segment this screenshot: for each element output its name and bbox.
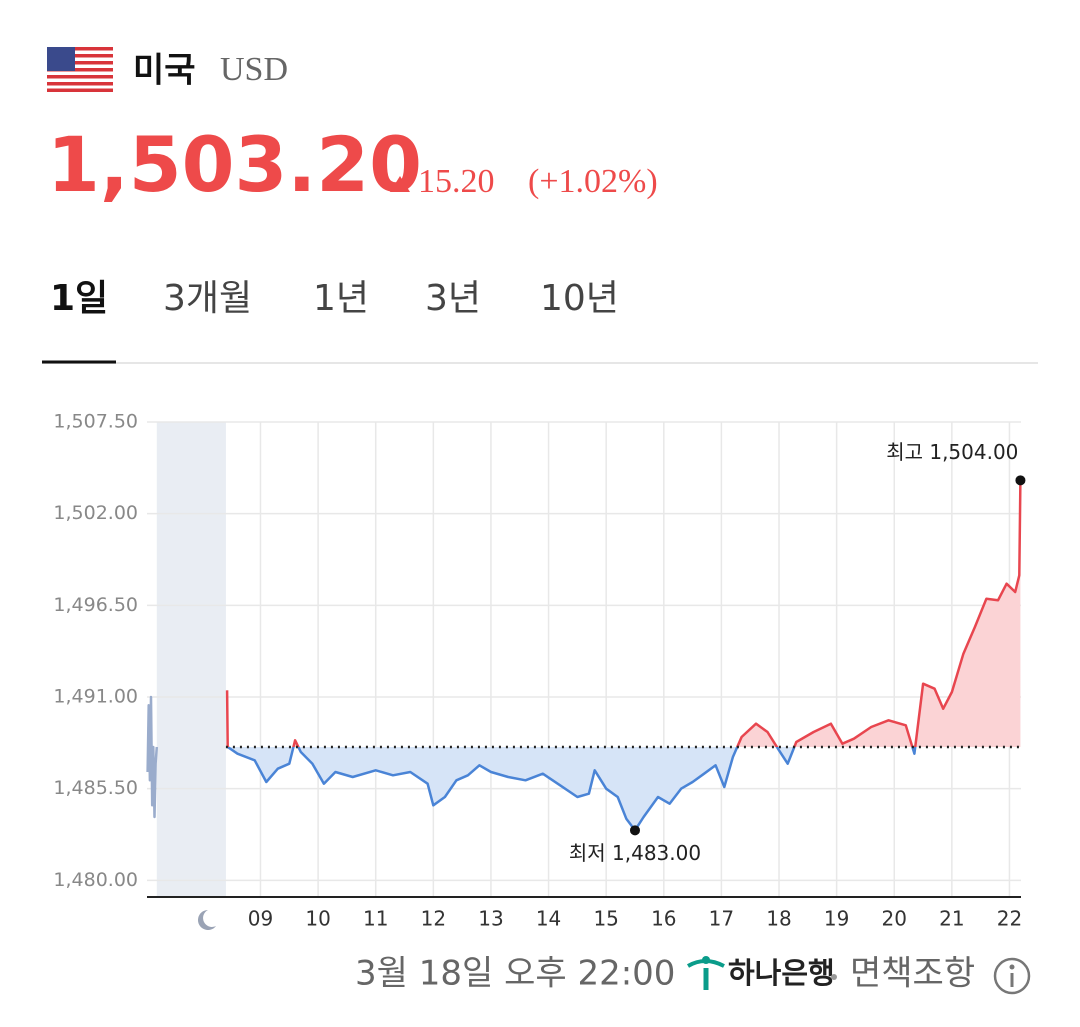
flag-icon [47,47,113,92]
tab[interactable]: 3개월 [163,278,252,319]
y-tick-label: 1,485.50 [53,777,138,799]
tab[interactable]: 1년 [313,278,369,319]
x-tick-label: 20 [882,907,907,931]
x-tick-label: 19 [824,907,849,931]
up-arrow [390,176,410,192]
currency: USD [220,51,288,88]
x-tick-label: 17 [709,907,734,931]
extreme-point [629,825,640,836]
tab[interactable]: 3년 [425,278,481,319]
change: 15.20 [418,163,495,200]
info-icon[interactable] [993,957,1031,995]
bank-name: 하나은행 [728,956,835,990]
change-pct: (+1.02%) [528,163,658,200]
timestamp: 3월 18일 오후 22:00 [355,954,675,994]
price-line [225,480,1022,832]
x-tick-label: 21 [939,907,964,931]
x-tick-label: 18 [766,907,791,931]
y-tick-label: 1,491.00 [53,686,138,708]
tab[interactable]: 10년 [540,278,619,319]
separator [831,974,837,980]
disclaimer[interactable]: 면책조항 [850,954,975,994]
x-tick-label: 16 [651,907,676,931]
price: 1,503.20 [47,120,422,209]
area-fill [227,480,1021,831]
bank-logo [686,956,725,990]
annotation: 최저 1,483.00 [569,841,701,865]
y-tick-label: 1,502.00 [53,502,138,524]
x-tick-label: 14 [536,907,561,931]
x-tick-label: 09 [248,907,273,931]
tab[interactable]: 1일 [50,278,108,319]
annotation: 최고 1,504.00 [886,440,1018,464]
x-tick-label: 11 [363,907,388,931]
y-tick-label: 1,480.00 [53,869,138,891]
y-tick-label: 1,507.50 [53,411,138,433]
extreme-point [1015,475,1026,486]
x-tick-label: 12 [421,907,446,931]
x-tick-label: 15 [593,907,618,931]
closed-band [156,422,226,897]
y-tick-label: 1,496.50 [53,594,138,616]
x-tick-label: 13 [478,907,503,931]
country: 미국 [133,51,196,91]
price-line [146,695,159,819]
night-icon [198,910,216,930]
x-tick-label: 10 [305,907,330,931]
x-tick-label: 22 [997,907,1022,931]
chart: 1,480.00 1,485.50 1,491.00 1,496.50 1,502.00… [53,411,1026,931]
